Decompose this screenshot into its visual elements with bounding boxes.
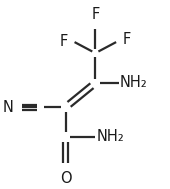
Text: F: F <box>59 33 68 49</box>
Text: NH₂: NH₂ <box>120 75 148 90</box>
Text: F: F <box>123 32 131 47</box>
Text: F: F <box>91 7 99 22</box>
Text: N: N <box>3 100 14 115</box>
Text: O: O <box>60 170 71 186</box>
Text: NH₂: NH₂ <box>97 129 125 144</box>
